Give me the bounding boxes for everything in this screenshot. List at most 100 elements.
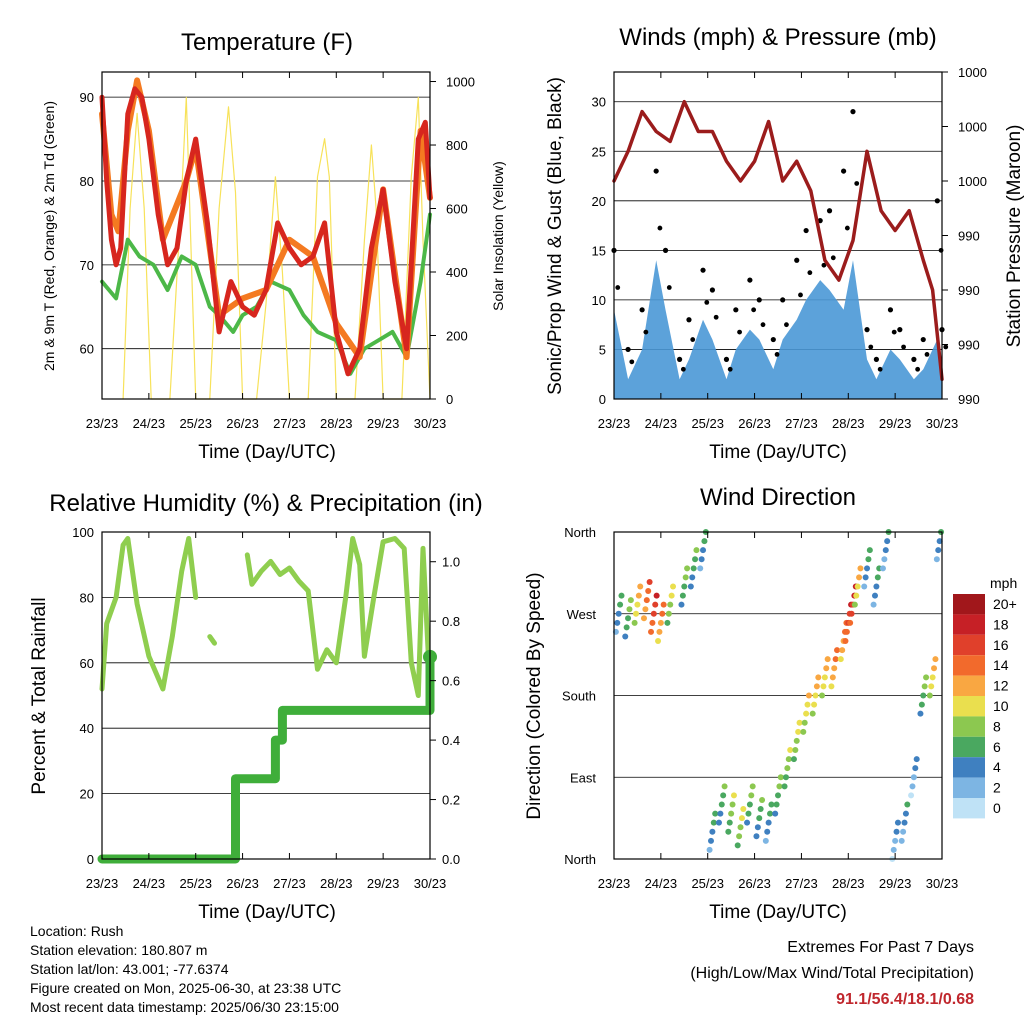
direction-point <box>728 810 735 817</box>
y-right-tick-label: 0 <box>446 392 453 407</box>
gust-point <box>798 292 803 298</box>
direction-point <box>725 828 732 835</box>
direction-point <box>787 747 794 753</box>
series-temp-2m <box>99 86 433 377</box>
direction-point <box>627 597 634 604</box>
direction-point <box>929 674 936 681</box>
direction-point <box>762 837 769 844</box>
direction-point <box>923 674 930 681</box>
direction-point <box>874 574 881 581</box>
direction-point <box>650 610 657 617</box>
x-tick-label: 29/23 <box>367 876 400 891</box>
gust-point <box>704 299 710 305</box>
chart-title: Winds (mph) & Pressure (mb) <box>619 24 936 51</box>
y-axis-right-label: Solar Insolation (Yellow) <box>490 161 506 311</box>
direction-point <box>681 583 688 590</box>
gust-point <box>934 198 940 204</box>
direction-point <box>864 565 871 572</box>
gust-point <box>920 336 926 343</box>
direction-point <box>648 628 655 635</box>
direction-point <box>635 592 642 599</box>
direction-point <box>857 565 864 572</box>
direction-point <box>843 628 850 635</box>
direction-point <box>862 574 869 581</box>
colorbar-tick-label: 20+ <box>993 596 1017 612</box>
x-tick-label: 30/23 <box>926 416 959 431</box>
direction-point <box>649 619 656 626</box>
created-text: Figure created on Mon, 2025-06-30, at 23… <box>30 980 342 996</box>
direction-point <box>701 538 708 545</box>
gust-point <box>864 327 870 333</box>
colorbar-tick-label: 6 <box>993 739 1001 755</box>
chart-title: Temperature (F) <box>181 29 353 56</box>
direction-point <box>918 701 925 708</box>
y-right-tick-label: 400 <box>446 265 468 280</box>
y-tick-label: 15 <box>592 243 606 258</box>
colorbar-swatch <box>953 777 985 798</box>
y-right-tick-label: 1000 <box>958 65 987 80</box>
direction-point <box>932 656 939 663</box>
x-axis-label: Time (Day/UTC) <box>198 442 336 463</box>
direction-point <box>646 578 653 585</box>
direction-point <box>884 538 891 545</box>
direction-point <box>693 547 700 554</box>
gust-point <box>821 262 827 268</box>
direction-point <box>904 801 911 808</box>
gust-point <box>686 317 692 323</box>
direction-point <box>715 819 722 826</box>
direction-point <box>782 774 789 781</box>
gust-point <box>666 285 672 290</box>
direction-point <box>913 756 920 763</box>
direction-point <box>777 774 784 781</box>
x-tick-label: 25/23 <box>691 416 724 431</box>
gust-point <box>723 356 730 362</box>
direction-point <box>804 701 811 708</box>
y-axis-label: Sonic/Prop Wind & Gust (Blue, Black) <box>545 77 566 395</box>
direction-point <box>793 737 800 744</box>
direction-point <box>909 783 916 790</box>
gust-point <box>877 366 883 372</box>
direction-point <box>687 583 694 590</box>
direction-point <box>744 819 751 826</box>
colorbar-swatch <box>953 757 985 778</box>
direction-point <box>643 597 650 604</box>
station-info: Location: Rush Station elevation: 180.80… <box>30 922 341 1017</box>
direction-point <box>764 828 771 835</box>
direction-point <box>707 837 714 844</box>
gust-point <box>943 344 949 350</box>
chart-title: Relative Humidity (%) & Precipitation (i… <box>49 490 482 517</box>
colorbar-tick-label: 10 <box>993 698 1009 714</box>
direction-point <box>645 588 652 595</box>
y-tick-label: 5 <box>599 342 606 357</box>
direction-point <box>842 638 849 644</box>
direction-point <box>935 547 942 554</box>
direction-point <box>792 747 799 753</box>
direction-point <box>642 606 649 613</box>
gust-point <box>653 168 659 174</box>
y-tick-label: 80 <box>80 174 94 189</box>
x-tick-label: 28/23 <box>320 876 353 891</box>
direction-point <box>815 674 822 681</box>
gust-point <box>774 352 780 357</box>
direction-point <box>800 728 807 735</box>
gust-point <box>727 366 733 372</box>
y-tick-label: 0 <box>599 392 606 407</box>
colorbar-tick-label: 0 <box>993 800 1001 816</box>
y-tick-label: 80 <box>80 590 94 605</box>
extremes-values: 91.1/56.4/18.1/0.68 <box>836 991 974 1008</box>
gust-point <box>625 346 631 353</box>
x-tick-label: 27/23 <box>785 416 818 431</box>
gust-point <box>891 329 897 335</box>
direction-point <box>851 601 858 608</box>
latlon-text: Station lat/lon: 43.001; -77.6374 <box>30 961 229 977</box>
direction-point <box>820 683 827 690</box>
x-tick-label: 24/23 <box>645 876 678 891</box>
direction-point <box>823 665 830 672</box>
direction-point <box>901 819 908 826</box>
gust-point <box>737 329 742 335</box>
direction-point <box>900 828 907 835</box>
colorbar-tick-label: 12 <box>993 678 1009 694</box>
y-right-tick-label: 990 <box>958 229 980 244</box>
direction-point <box>690 565 697 572</box>
colorbar-swatch <box>953 716 985 737</box>
